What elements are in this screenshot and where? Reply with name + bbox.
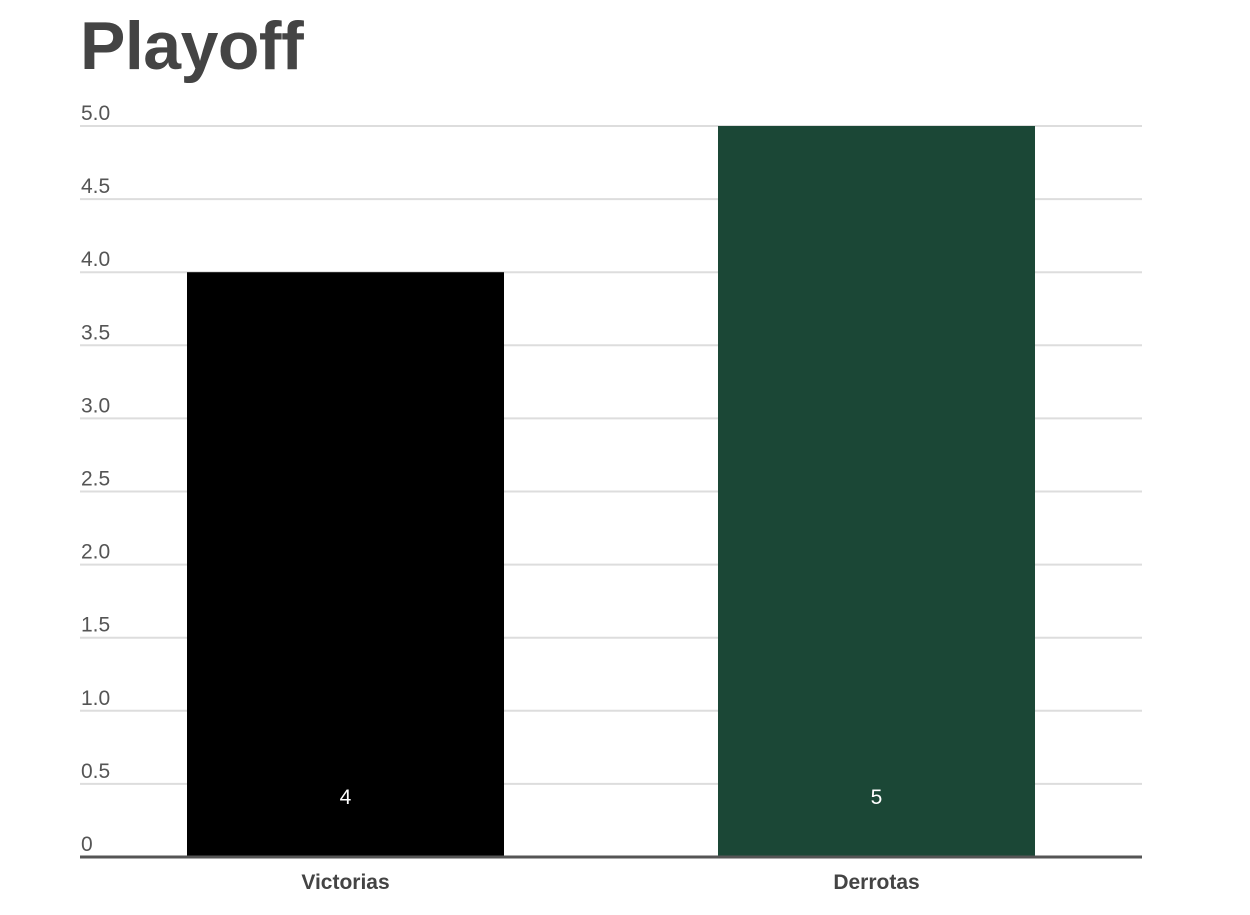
category-labels: Victorias Derrotas <box>301 871 919 894</box>
bar-derrotas <box>717 126 1036 857</box>
y-tick-label: 5.0 <box>81 102 110 125</box>
chart-title: Playoff <box>80 8 304 84</box>
y-tick-label: 0 <box>81 833 93 856</box>
y-tick-label: 4.0 <box>81 248 110 271</box>
data-label: 4 <box>340 786 352 809</box>
y-tick-label: 4.5 <box>81 175 110 198</box>
y-tick-label: 3.0 <box>81 394 110 417</box>
x-category-label: Victorias <box>301 871 389 894</box>
data-label: 5 <box>871 786 883 809</box>
bar-victorias <box>186 272 505 857</box>
y-tick-label: 1.0 <box>81 687 110 710</box>
y-tick-label: 2.5 <box>81 468 110 491</box>
x-category-label: Derrotas <box>833 871 919 894</box>
bars <box>186 126 1036 857</box>
y-tick-label: 1.5 <box>81 614 110 637</box>
y-tick-label: 3.5 <box>81 321 110 344</box>
y-tick-label: 0.5 <box>81 760 110 783</box>
y-axis-ticks: 0 0.5 1.0 1.5 2.0 2.5 3.0 3.5 4.0 4.5 5.0 <box>81 102 110 856</box>
y-tick-label: 2.0 <box>81 541 110 564</box>
